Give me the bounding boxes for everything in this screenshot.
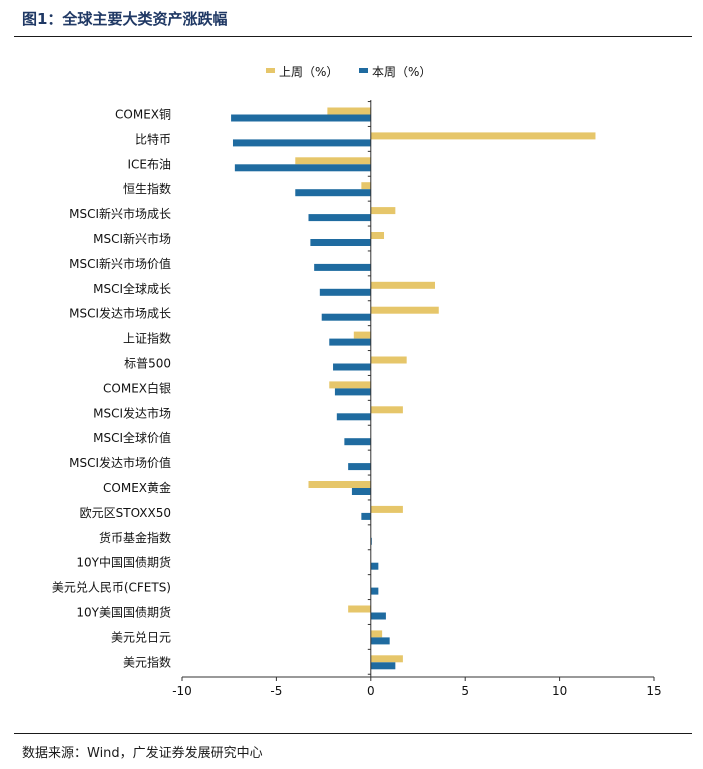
bar-last-week <box>370 306 439 314</box>
bar-last-week <box>329 381 371 389</box>
bar-last-week <box>370 207 396 215</box>
bar-this-week <box>351 488 371 495</box>
bar-last-week <box>370 356 407 364</box>
x-tick-label: 0 <box>367 684 375 698</box>
figure-title: 图1：全球主要大类资产涨跌幅 <box>22 10 228 28</box>
bar-this-week <box>370 662 396 670</box>
bar-last-week <box>370 655 403 663</box>
bar-this-week <box>361 512 371 520</box>
category-label: MSCI新兴市场价值 <box>69 256 171 271</box>
bar-this-week <box>334 388 371 396</box>
category-label: 美元兑日元 <box>111 630 171 644</box>
category-label: 10Y美国国债期货 <box>76 605 171 620</box>
bar-last-week <box>370 406 403 414</box>
bar-this-week <box>321 313 371 321</box>
category-label: ICE布油 <box>127 157 171 171</box>
bar-last-week <box>370 630 383 638</box>
category-label: MSCI发达市场成长 <box>69 306 171 321</box>
category-label: MSCI新兴市场 <box>93 231 171 246</box>
category-label: 美元兑人民币(CFETS) <box>52 581 171 595</box>
tick-labels: -10 -5 0 5 10 15 <box>172 684 661 698</box>
bar-last-week <box>348 605 371 613</box>
category-label: MSCI发达市场 <box>93 405 171 420</box>
x-tick-label: 10 <box>552 684 567 698</box>
category-label: MSCI全球价值 <box>93 430 171 445</box>
axes-group <box>181 100 655 681</box>
bar-this-week <box>333 363 371 371</box>
bar-this-week <box>295 189 371 197</box>
bar-last-week <box>370 505 403 513</box>
bar-last-week <box>295 157 371 165</box>
bar-this-week <box>348 463 371 471</box>
x-tick-label: 15 <box>646 684 661 698</box>
category-label: 标普500 <box>124 357 171 371</box>
bar-last-week <box>361 182 371 190</box>
bar-this-week <box>234 164 371 172</box>
bars-group <box>231 107 596 670</box>
bar-this-week <box>329 338 371 346</box>
category-label: 欧元区STOXX50 <box>80 506 171 520</box>
category-label: 货币基金指数 <box>99 530 171 545</box>
category-label: 比特币 <box>135 131 171 146</box>
source-note: 数据来源：Wind，广发证券发展研究中心 <box>22 746 263 761</box>
x-tick-label: 5 <box>461 684 469 698</box>
legend-label-last-week: 上周（%） <box>279 65 338 79</box>
bar-last-week <box>327 107 371 115</box>
bar-last-week <box>370 281 435 289</box>
legend-label-this-week: 本周（%） <box>372 65 431 79</box>
bar-this-week <box>370 562 379 570</box>
category-label: 美元指数 <box>123 654 171 669</box>
legend-swatch-this-week <box>359 68 368 73</box>
bar-this-week <box>336 413 371 421</box>
bar-this-week <box>344 438 371 446</box>
bar-this-week <box>370 612 386 620</box>
category-label: COMEX铜 <box>115 107 171 122</box>
legend: 上周（%） 本周（%） <box>266 65 431 79</box>
x-tick-label: -10 <box>172 684 192 698</box>
bar-this-week <box>314 263 371 271</box>
category-label: MSCI发达市场价值 <box>69 455 171 470</box>
category-label: MSCI新兴市场成长 <box>69 206 171 221</box>
x-tick-label: -5 <box>270 684 282 698</box>
bar-this-week <box>308 214 371 222</box>
bar-last-week <box>370 132 596 140</box>
bar-this-week <box>370 587 379 595</box>
category-label: 上证指数 <box>123 331 171 346</box>
category-label: 10Y中国国债期货 <box>76 555 171 570</box>
top-rule <box>14 36 692 37</box>
bar-last-week <box>370 232 385 239</box>
category-label: COMEX白银 <box>103 380 171 395</box>
category-label: COMEX黄金 <box>103 480 171 495</box>
bar-last-week <box>308 481 371 488</box>
bar-this-week <box>319 288 371 296</box>
bottom-rule <box>14 733 692 734</box>
bar-this-week <box>231 114 371 122</box>
bar-this-week <box>232 139 371 147</box>
category-label: MSCI全球成长 <box>93 281 171 296</box>
bar-this-week <box>310 239 371 246</box>
bar-this-week <box>370 637 390 645</box>
legend-swatch-last-week <box>266 68 275 73</box>
category-label: 恒生指数 <box>123 181 171 196</box>
bar-last-week <box>353 331 371 339</box>
